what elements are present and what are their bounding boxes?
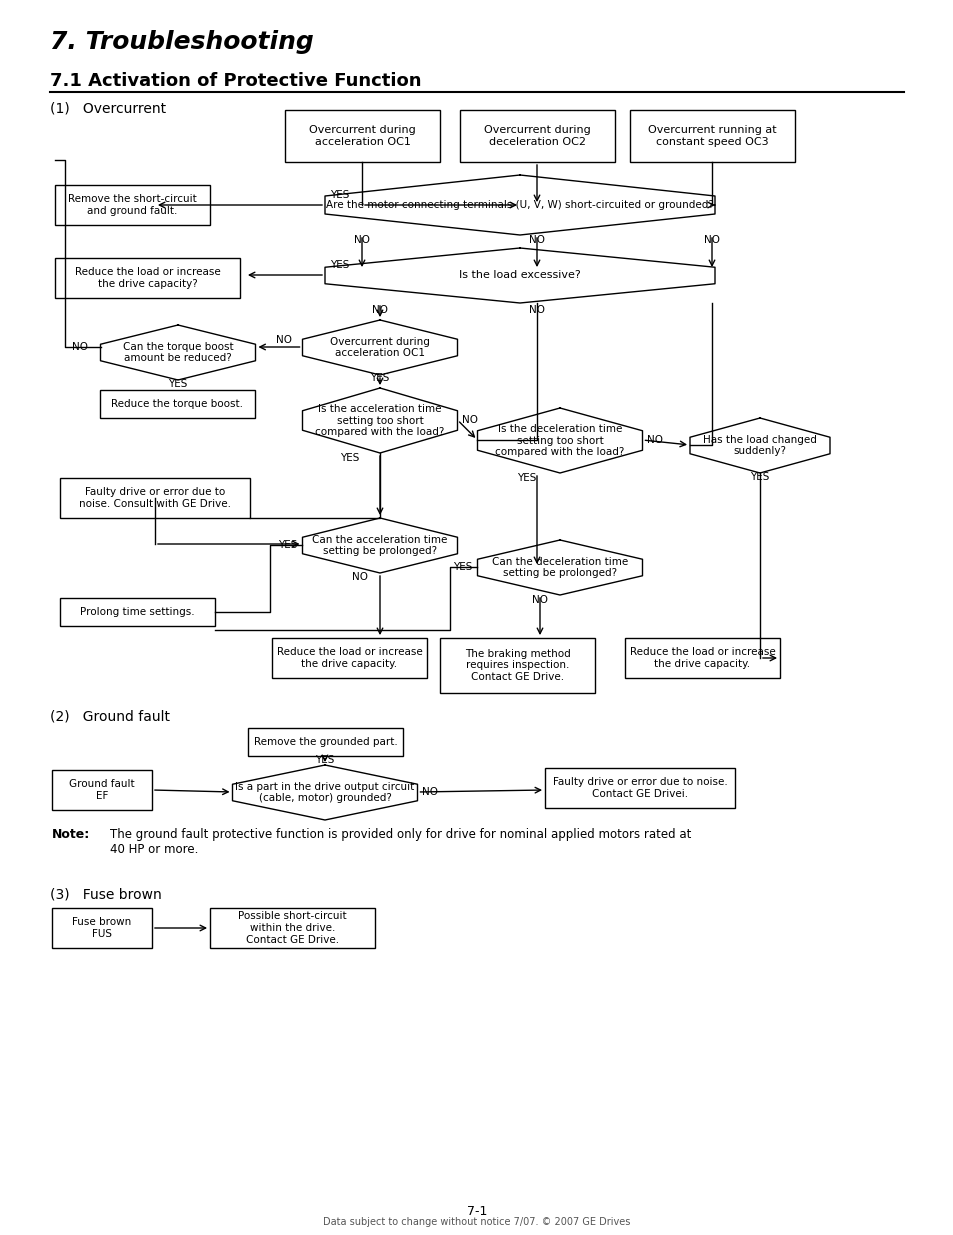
FancyBboxPatch shape (210, 908, 375, 948)
Text: YES: YES (278, 540, 297, 550)
Text: YES: YES (453, 562, 472, 572)
Text: YES: YES (340, 453, 359, 463)
Text: Is the load excessive?: Is the load excessive? (458, 270, 580, 280)
Text: YES: YES (517, 473, 537, 483)
Text: Can the deceleration time
setting be prolonged?: Can the deceleration time setting be pro… (492, 557, 627, 578)
Text: NO: NO (703, 235, 720, 245)
Text: NO: NO (71, 342, 88, 352)
Text: NO: NO (462, 415, 478, 425)
FancyBboxPatch shape (52, 908, 152, 948)
Text: Data subject to change without notice 7/07. © 2007 GE Drives: Data subject to change without notice 7/… (323, 1216, 630, 1228)
Text: 7. Troubleshooting: 7. Troubleshooting (50, 30, 314, 54)
Text: 7.1 Activation of Protective Function: 7.1 Activation of Protective Function (50, 72, 421, 90)
Text: Reduce the load or increase
the drive capacity?: Reduce the load or increase the drive ca… (74, 267, 220, 289)
Text: YES: YES (330, 261, 350, 270)
Text: Is a part in the drive output circuit
(cable, motor) grounded?: Is a part in the drive output circuit (c… (235, 782, 415, 803)
Text: Is the acceleration time
setting too short
compared with the load?: Is the acceleration time setting too sho… (315, 404, 444, 437)
Text: (3)   Fuse brown: (3) Fuse brown (50, 888, 162, 902)
Text: Reduce the load or increase
the drive capacity.: Reduce the load or increase the drive ca… (276, 647, 422, 669)
FancyBboxPatch shape (60, 598, 214, 626)
Text: Reduce the load or increase
the drive capacity.: Reduce the load or increase the drive ca… (629, 647, 775, 669)
Text: NO: NO (647, 435, 662, 445)
Text: Are the motor connecting terminals (U, V, W) short-circuited or grounded?: Are the motor connecting terminals (U, V… (326, 200, 713, 210)
Text: Possible short-circuit
within the drive.
Contact GE Drive.: Possible short-circuit within the drive.… (238, 911, 347, 945)
FancyBboxPatch shape (629, 110, 794, 162)
FancyBboxPatch shape (248, 727, 402, 756)
FancyBboxPatch shape (624, 638, 780, 678)
FancyBboxPatch shape (55, 258, 240, 298)
Text: Can the torque boost
amount be reduced?: Can the torque boost amount be reduced? (123, 342, 233, 363)
Text: (2)   Ground fault: (2) Ground fault (50, 710, 170, 724)
Text: NO: NO (354, 235, 370, 245)
Text: (1)   Overcurrent: (1) Overcurrent (50, 103, 166, 116)
Text: Overcurrent during
acceleration OC1: Overcurrent during acceleration OC1 (309, 125, 416, 147)
Text: Ground fault
EF: Ground fault EF (70, 779, 134, 800)
Text: Overcurrent during
acceleration OC1: Overcurrent during acceleration OC1 (330, 337, 430, 358)
FancyBboxPatch shape (459, 110, 615, 162)
Text: Overcurrent during
deceleration OC2: Overcurrent during deceleration OC2 (483, 125, 590, 147)
Text: Prolong time settings.: Prolong time settings. (80, 606, 194, 618)
Text: Is the deceleration time
setting too short
compared with the load?: Is the deceleration time setting too sho… (495, 424, 624, 457)
Text: YES: YES (370, 373, 389, 383)
Text: Can the acceleration time
setting be prolonged?: Can the acceleration time setting be pro… (312, 535, 447, 556)
FancyBboxPatch shape (60, 478, 250, 517)
FancyBboxPatch shape (52, 769, 152, 810)
FancyBboxPatch shape (544, 768, 734, 808)
Text: NO: NO (372, 305, 388, 315)
FancyBboxPatch shape (55, 185, 210, 225)
Text: 7-1: 7-1 (466, 1205, 487, 1218)
Text: NO: NO (529, 235, 544, 245)
Text: YES: YES (749, 472, 769, 482)
FancyBboxPatch shape (272, 638, 427, 678)
FancyBboxPatch shape (285, 110, 439, 162)
Text: YES: YES (168, 379, 188, 389)
Text: Remove the grounded part.: Remove the grounded part. (253, 737, 397, 747)
Text: Remove the short-circuit
and ground fault.: Remove the short-circuit and ground faul… (68, 194, 196, 216)
Text: NO: NO (352, 572, 368, 582)
Text: The braking method
requires inspection.
Contact GE Drive.: The braking method requires inspection. … (464, 648, 570, 682)
Text: Faulty drive or error due to noise.
Contact GE Drivei.: Faulty drive or error due to noise. Cont… (552, 777, 726, 799)
Text: Faulty drive or error due to
noise. Consult with GE Drive.: Faulty drive or error due to noise. Cons… (79, 487, 231, 509)
Text: NO: NO (532, 595, 547, 605)
Text: Overcurrent running at
constant speed OC3: Overcurrent running at constant speed OC… (647, 125, 776, 147)
FancyBboxPatch shape (100, 390, 254, 417)
Text: The ground fault protective function is provided only for drive for nominal appl: The ground fault protective function is … (110, 827, 691, 856)
Text: Note:: Note: (52, 827, 91, 841)
Text: NO: NO (276, 335, 293, 345)
Text: Reduce the torque boost.: Reduce the torque boost. (112, 399, 243, 409)
Text: Has the load changed
suddenly?: Has the load changed suddenly? (702, 435, 816, 456)
Text: NO: NO (529, 305, 544, 315)
Text: YES: YES (315, 755, 335, 764)
FancyBboxPatch shape (439, 638, 595, 693)
Text: NO: NO (422, 787, 438, 797)
Text: YES: YES (330, 190, 350, 200)
Text: Fuse brown
FUS: Fuse brown FUS (72, 918, 132, 939)
